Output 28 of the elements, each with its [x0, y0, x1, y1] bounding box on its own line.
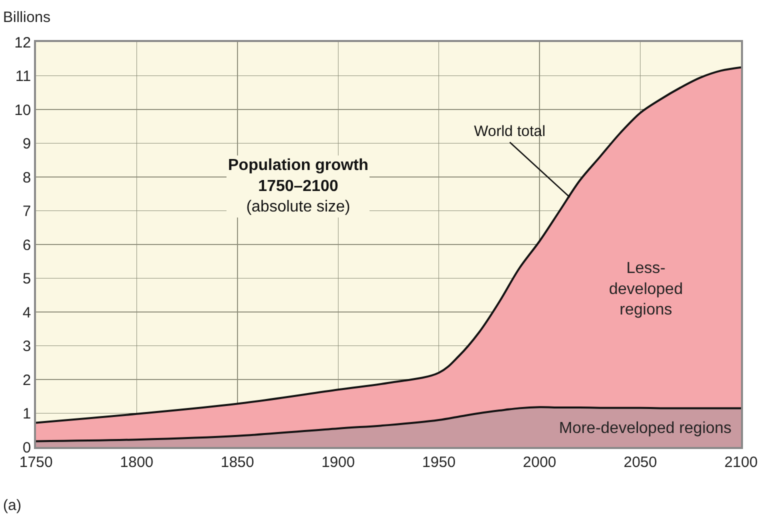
x-tick-label: 1800: [120, 454, 154, 471]
series-label: Less-developed regions: [609, 260, 683, 319]
text: (a): [3, 497, 22, 514]
y-tick-label: 7: [22, 203, 31, 220]
y-tick-label: 12: [14, 34, 31, 52]
x-tick-label: 1950: [422, 454, 456, 471]
y-tick-label: 11: [15, 68, 31, 85]
x-tick-label: 2100: [724, 454, 758, 471]
y-axis-title: Billions: [3, 9, 51, 26]
y-tick-label: 3: [22, 338, 31, 355]
x-tick-label: 2050: [624, 454, 657, 471]
y-tick-label: 5: [22, 270, 31, 288]
text: (absolute size): [246, 198, 350, 216]
annotation: World total: [474, 123, 546, 140]
y-tick-label: 8: [22, 169, 31, 186]
x-tick-label: 1850: [220, 454, 254, 471]
y-tick-label: 2: [22, 372, 31, 389]
x-tick-label: 2000: [522, 454, 556, 471]
y-tick-label: 0: [22, 439, 31, 456]
x-tick-label: 1900: [321, 454, 355, 471]
y-tick-label: 10: [14, 102, 31, 119]
y-tick-label: 6: [22, 236, 31, 254]
y-tick-label: 4: [22, 304, 31, 322]
series-label: More-developed regions: [559, 420, 732, 437]
x-tick-label: 1750: [19, 454, 53, 471]
y-tick-label: 1: [22, 406, 31, 422]
y-tick-label: 9: [22, 136, 31, 152]
text: Population growth 1750–2100: [228, 157, 368, 195]
